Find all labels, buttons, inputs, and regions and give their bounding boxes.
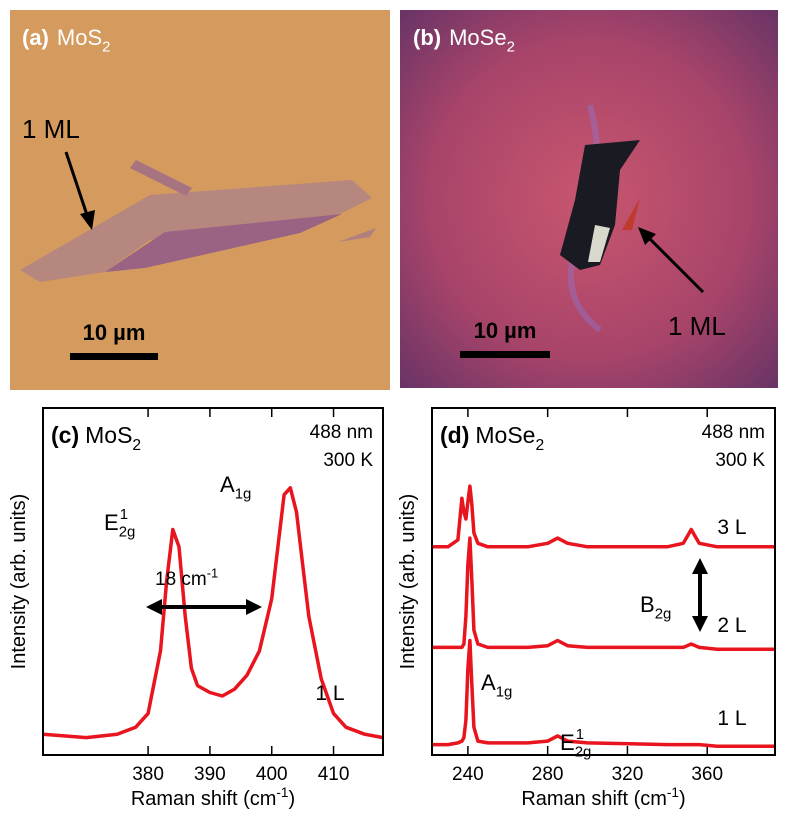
x-axis-label-main: Raman shift (cm — [521, 788, 667, 810]
x-tick-label: 280 — [532, 764, 564, 785]
spectrum — [42, 486, 384, 740]
scale-bar-label: 10 µm — [83, 320, 146, 345]
x-axis-label-sup: -1 — [667, 785, 679, 800]
series-label: 1 L — [717, 707, 746, 730]
panel-material: MoSe — [475, 422, 535, 448]
panel-material-sub: 2 — [535, 437, 544, 454]
x-axis-label-sup: -1 — [276, 785, 288, 800]
panel-label: (c) — [51, 422, 79, 448]
condition: 488 nm — [310, 422, 373, 443]
x-tick-label: 400 — [256, 764, 288, 785]
arrow-head — [692, 558, 708, 574]
peak-label-sub: 2g — [119, 524, 136, 541]
plot-frame — [42, 407, 384, 756]
panel-material-sub: 2 — [507, 39, 515, 56]
peak-label-sub: 1g — [235, 486, 252, 503]
spectrum — [432, 638, 775, 749]
x-tick-label: 240 — [452, 764, 484, 785]
panel-material: MoS — [57, 25, 102, 50]
x-axis-label-end: ) — [679, 788, 686, 810]
spectrum — [432, 484, 775, 549]
series-label: 2 L — [717, 614, 746, 637]
panel-material-sub: 2 — [102, 39, 110, 56]
panel-material-sub: 2 — [132, 437, 141, 454]
condition: 300 K — [715, 450, 765, 471]
y-axis-label: Intensity (arb. units) — [397, 494, 419, 670]
x-axis-label: Raman shift (cm-1) — [131, 785, 295, 810]
panel-label: (d) — [440, 422, 469, 448]
peak-label: E — [560, 730, 575, 755]
micrograph-b — [400, 10, 778, 388]
panel-label: (a) — [22, 25, 49, 50]
series-label: 1 L — [315, 682, 344, 705]
condition: 300 K — [323, 450, 373, 471]
splitting-label-main: 18 cm — [155, 569, 207, 590]
panel-label: (b) — [413, 25, 441, 50]
peak-label: A — [481, 670, 496, 695]
peak-label-sup: 1 — [120, 506, 128, 523]
annotation: 1 ML — [668, 311, 726, 341]
micrograph-a — [10, 10, 390, 390]
x-tick-label: 380 — [132, 764, 164, 785]
peak-label-sup: 1 — [576, 726, 584, 743]
x-axis-label: Raman shift (cm-1) — [521, 785, 685, 810]
spectrum — [432, 536, 775, 651]
series-label: 3 L — [717, 516, 746, 539]
plot-frame — [431, 407, 776, 756]
peak-label-sub: 2g — [655, 606, 672, 623]
peak-label: E — [104, 510, 119, 535]
peak-label-sub: 1g — [496, 684, 513, 701]
x-axis-label-main: Raman shift (cm — [131, 788, 277, 810]
peak-label: B — [640, 592, 655, 617]
arrow-head — [146, 599, 162, 615]
x-tick-label: 390 — [194, 764, 226, 785]
x-tick-label: 360 — [691, 764, 723, 785]
y-axis-label: Intensity (arb. units) — [8, 494, 30, 670]
panel-material: MoSe — [449, 25, 506, 50]
annotation: 1 ML — [22, 114, 80, 144]
peak-label: A — [220, 472, 235, 497]
scale-bar-label: 10 µm — [474, 318, 537, 343]
panel-material: MoS — [85, 422, 132, 448]
x-tick-label: 320 — [612, 764, 644, 785]
x-tick-label: 410 — [318, 764, 350, 785]
arrow-head — [246, 599, 262, 615]
splitting-label-sup: -1 — [207, 565, 218, 580]
splitting-label: 18 cm-1 — [155, 565, 218, 590]
condition: 488 nm — [702, 422, 765, 443]
x-axis-label-end: ) — [289, 788, 296, 810]
arrow-head — [692, 616, 708, 632]
peak-label-sub: 2g — [575, 744, 592, 761]
